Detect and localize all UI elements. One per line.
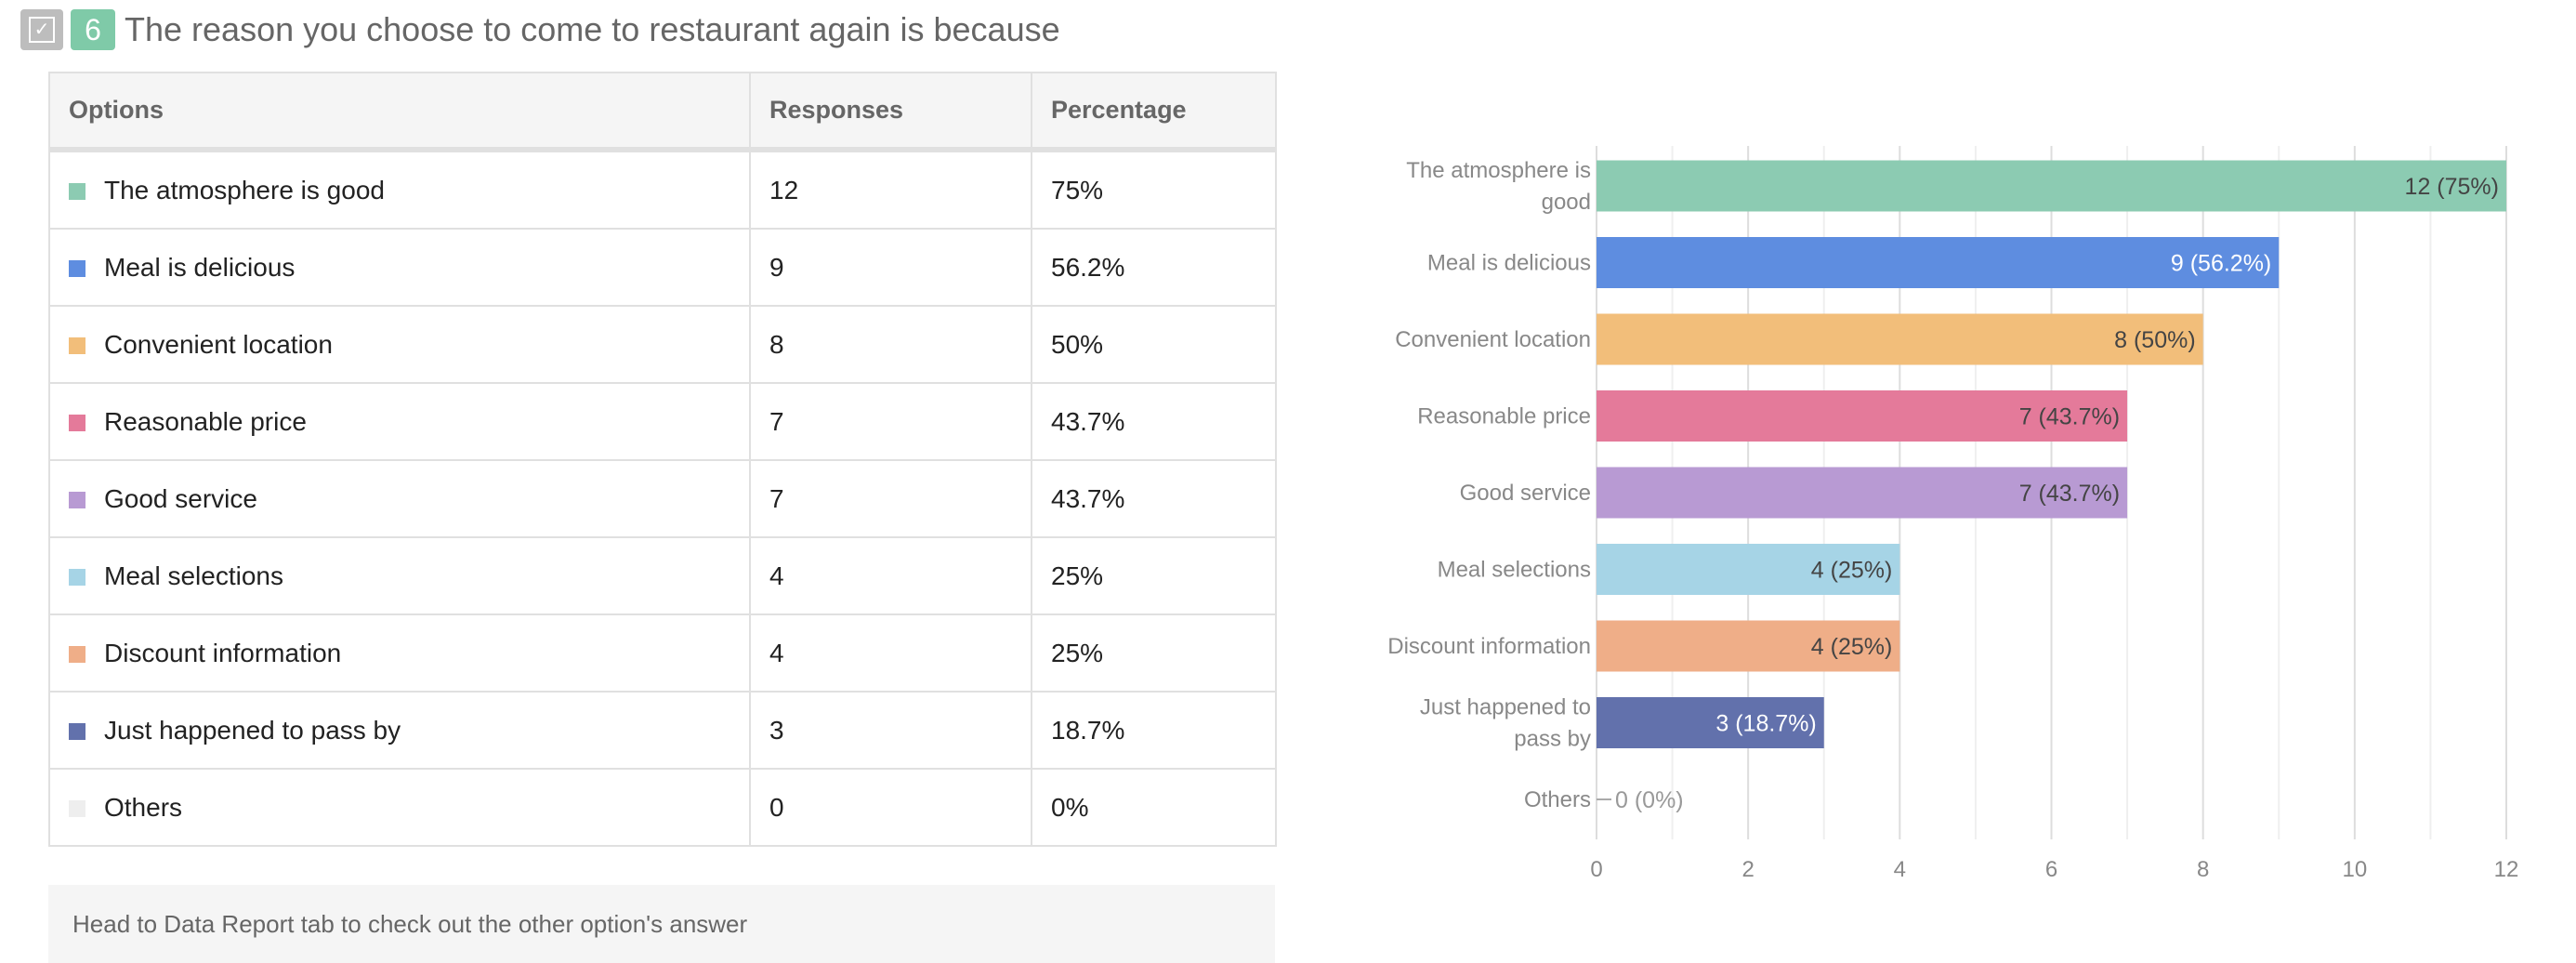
bar: [1597, 544, 1900, 595]
color-swatch: [69, 182, 85, 200]
responses-cell: 7: [749, 459, 1032, 538]
data-label: 7 (43.7%): [2019, 481, 2120, 507]
x-tick-label: 0: [1590, 857, 1602, 882]
option-label: The atmosphere is good: [104, 175, 385, 204]
results-table: Options Responses Percentage The atmosph…: [48, 72, 1277, 847]
responses-cell: 9: [749, 228, 1032, 307]
responses-cell: 7: [749, 382, 1032, 461]
table-row: The atmosphere is good 12 75%: [48, 149, 1277, 230]
bar: [1597, 313, 2203, 365]
percentage-cell: 25%: [1031, 613, 1277, 693]
x-tick-label: 10: [2342, 857, 2367, 882]
category-label: Just happened to pass by: [1420, 695, 1591, 752]
category-label: The atmosphere is good: [1406, 158, 1591, 215]
option-label: Good service: [104, 483, 257, 513]
option-label: Reasonable price: [104, 406, 307, 436]
option-label: Discount information: [104, 638, 342, 667]
color-swatch: [69, 568, 85, 586]
option-cell: Good service: [48, 459, 751, 538]
bar: [1597, 620, 1900, 672]
percentage-cell: 0%: [1031, 768, 1277, 847]
color-swatch: [69, 491, 85, 508]
category-label: Meal is delicious: [1427, 251, 1591, 276]
table-row: Discount information 4 25%: [48, 613, 1277, 693]
responses-cell: 8: [749, 305, 1032, 384]
responses-cell: 4: [749, 613, 1032, 693]
color-swatch: [69, 414, 85, 431]
data-label: 3 (18.7%): [1715, 711, 1816, 737]
color-swatch: [69, 645, 85, 663]
option-cell: Meal is delicious: [48, 228, 751, 307]
data-report-note: Head to Data Report tab to check out the…: [48, 885, 1275, 963]
bar: [1597, 237, 2280, 288]
option-cell: Just happened to pass by: [48, 691, 751, 770]
category-label: Good service: [1460, 481, 1591, 506]
percentage-cell: 43.7%: [1031, 382, 1277, 461]
color-swatch: [69, 336, 85, 354]
bar: [1597, 697, 1824, 748]
question-header: ✓ 6 The reason you choose to come to res…: [20, 9, 1060, 50]
color-swatch: [69, 722, 85, 740]
category-label: Others: [1524, 787, 1591, 812]
percentage-cell: 56.2%: [1031, 228, 1277, 307]
x-tick-label: 4: [1894, 857, 1906, 882]
data-label: 0 (0%): [1615, 787, 1684, 813]
table-row: Meal is delicious 9 56.2%: [48, 228, 1277, 307]
responses-cell: 4: [749, 536, 1032, 615]
category-label: Meal selections: [1438, 558, 1591, 583]
percentage-cell: 18.7%: [1031, 691, 1277, 770]
option-label: Others: [104, 792, 183, 822]
option-cell: Others: [48, 768, 751, 847]
header-options: Options: [48, 72, 751, 152]
data-label: 8 (50%): [2114, 327, 2196, 353]
data-label: 4 (25%): [1811, 634, 1893, 660]
option-label: Meal is delicious: [104, 252, 296, 282]
table-row: Meal selections 4 25%: [48, 536, 1277, 615]
question-number-badge: 6: [71, 9, 115, 50]
x-tick-label: 2: [1741, 857, 1754, 882]
table-row: Good service 7 43.7%: [48, 459, 1277, 538]
category-label: Convenient location: [1395, 327, 1591, 352]
table-row: Just happened to pass by 3 18.7%: [48, 691, 1277, 770]
percentage-cell: 75%: [1031, 149, 1277, 230]
responses-cell: 3: [749, 691, 1032, 770]
header-percentage: Percentage: [1031, 72, 1277, 152]
option-label: Just happened to pass by: [104, 715, 401, 745]
option-cell: Convenient location: [48, 305, 751, 384]
option-cell: Meal selections: [48, 536, 751, 615]
header-responses: Responses: [749, 72, 1032, 152]
table-row: Convenient location 8 50%: [48, 305, 1277, 384]
color-swatch: [69, 799, 85, 817]
bar: [1597, 390, 2128, 442]
x-tick-label: 8: [2197, 857, 2209, 882]
percentage-cell: 25%: [1031, 536, 1277, 615]
option-label: Meal selections: [104, 561, 283, 590]
checkbox-icon: ✓: [20, 9, 63, 50]
table-row: Reasonable price 7 43.7%: [48, 382, 1277, 461]
data-label: 7 (43.7%): [2019, 404, 2120, 430]
x-tick-label: 12: [2494, 857, 2519, 882]
x-tick-label: 6: [2045, 857, 2057, 882]
option-label: Convenient location: [104, 329, 333, 359]
percentage-cell: 43.7%: [1031, 459, 1277, 538]
data-label: 12 (75%): [2405, 174, 2499, 200]
data-label: 9 (56.2%): [2171, 251, 2271, 277]
bar: [1597, 160, 2506, 212]
option-cell: Reasonable price: [48, 382, 751, 461]
percentage-cell: 50%: [1031, 305, 1277, 384]
category-label: Discount information: [1387, 634, 1591, 659]
table-row: Others 0 0%: [48, 768, 1277, 847]
color-swatch: [69, 259, 85, 277]
option-cell: The atmosphere is good: [48, 149, 751, 230]
question-title: The reason you choose to come to restaur…: [125, 10, 1060, 48]
bar: [1597, 467, 2128, 519]
responses-cell: 0: [749, 768, 1032, 847]
category-label: Reasonable price: [1417, 404, 1591, 429]
responses-cell: 12: [749, 149, 1032, 230]
data-label: 4 (25%): [1811, 558, 1893, 584]
option-cell: Discount information: [48, 613, 751, 693]
